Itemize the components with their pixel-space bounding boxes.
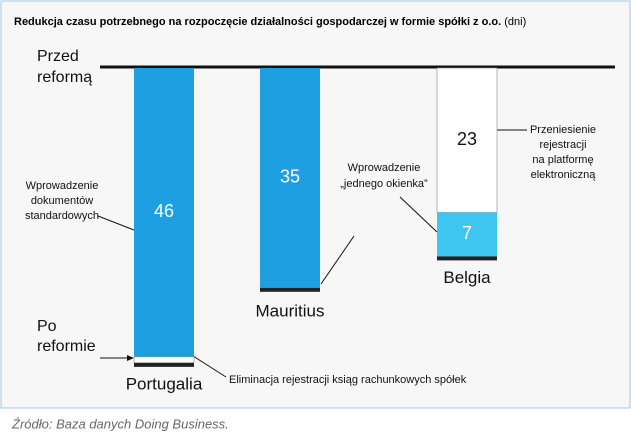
remainder [133,356,195,364]
after-label: Po [37,318,57,335]
bar [437,212,497,257]
bar-end [134,362,194,367]
annotation: „jednego okienka” [340,178,428,190]
annotation: Wprowadzenie [348,162,421,174]
annotation: standardowych [25,210,99,222]
annotation: elektroniczną [531,169,597,181]
leader-line [192,355,227,378]
leader-line [97,215,135,231]
value-label: 46 [154,201,174,221]
leader-line [399,196,438,233]
annotation: dokumentów [31,195,93,207]
title-text: Redukcja czasu potrzebnego na rozpoczęci… [14,16,501,28]
before-label: Przed [37,48,79,65]
bar [134,68,194,357]
before-label: reformą [37,69,92,86]
value-label: 23 [457,129,477,149]
arrow-head [127,355,134,361]
bar-end [260,287,320,292]
source: Źródło: Baza danych Doing Business. [11,416,229,431]
after-label: reformie [37,338,96,355]
category-label: Belgia [443,268,491,287]
annotation: rejestracji [539,139,586,151]
bar [436,67,498,213]
category-label: Mauritius [256,301,325,320]
value-label: 35 [280,167,300,187]
unit: (dni) [504,16,526,28]
leader-line [320,235,355,285]
bar-end [437,256,497,261]
bar [260,68,320,288]
annotation: na platformę [532,154,593,166]
annotation: Przeniesienie [530,124,596,136]
value-label: 7 [462,223,472,243]
chart-title: Redukcja czasu potrzebnego na rozpoczęci… [14,16,526,28]
annotation: Wprowadzenie [26,180,99,192]
category-label: Portugalia [126,374,203,393]
annotation: Eliminacja rejestracji ksiąg rachunkowyc… [229,374,467,386]
